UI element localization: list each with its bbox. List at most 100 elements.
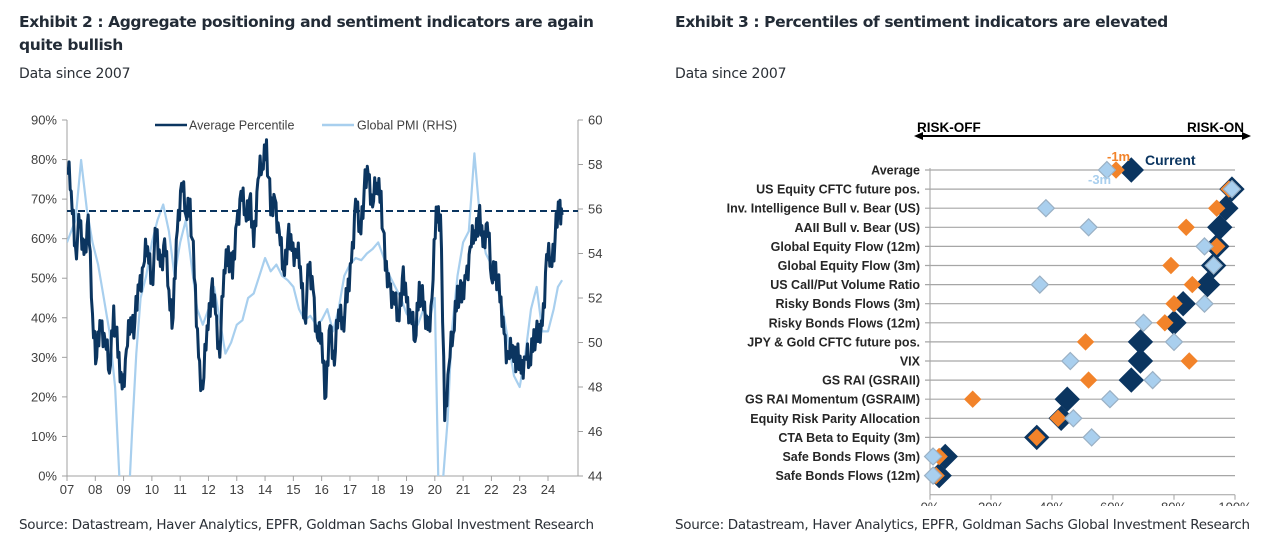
y-left-tick-label: 30% (31, 350, 57, 365)
minus-1m-marker (1156, 314, 1174, 332)
category-label: Average (871, 164, 920, 178)
category-label: VIX (900, 355, 921, 369)
minus-1m-marker (1207, 237, 1226, 256)
current-marker (1118, 157, 1145, 183)
category-label: GS RAI Momentum (GSRAIM) (745, 393, 920, 407)
exhibit-3-source: Source: Datastream, Haver Analytics, EPF… (675, 517, 1250, 533)
current-marker (1207, 214, 1233, 241)
y-right-tick-label: 50 (588, 335, 602, 350)
category-label: US Equity CFTC future pos. (756, 183, 920, 197)
x-tick-label: 23 (512, 482, 526, 497)
y-right-tick-label: 56 (588, 202, 602, 217)
x-tick-label: 14 (258, 482, 272, 497)
minus-1m-marker (1207, 199, 1226, 217)
y-left-tick-label: 70% (31, 192, 57, 207)
y-right-tick-label: 44 (588, 469, 602, 484)
category-label: JPY & Gold CFTC future pos. (747, 335, 920, 349)
minus-1m-marker (1028, 428, 1046, 447)
average-percentile-line (67, 138, 564, 423)
y-right-tick-label: 60 (588, 113, 602, 128)
minus-1m-marker (1183, 275, 1202, 294)
x-tick-label: 100% (1218, 500, 1252, 506)
category-label: Risky Bonds Flows (12m) (769, 316, 920, 330)
category-label: CTA Beta to Equity (3m) (778, 431, 920, 445)
category-label: Global Equity Flow (3m) (778, 259, 920, 273)
y-left-tick-label: 40% (31, 310, 57, 325)
x-tick-label: 12 (201, 482, 215, 497)
category-label: Safe Bonds Flows (3m) (782, 450, 920, 464)
minus-1m-marker (1079, 371, 1098, 389)
current-marker (1118, 367, 1145, 393)
minus-3m-marker (923, 447, 943, 466)
x-tick-label: 20% (978, 500, 1004, 506)
x-tick-label: 16 (314, 482, 328, 497)
exhibit-2-source: Source: Datastream, Haver Analytics, EPF… (19, 517, 594, 533)
minus-1m-marker (963, 390, 982, 408)
current-marker (1054, 386, 1080, 412)
exhibit-3-title: Exhibit 3 : Percentiles of sentiment ind… (675, 13, 1168, 31)
x-tick-label: 11 (173, 482, 187, 497)
annotation-minus-3m: -3m (1088, 172, 1111, 187)
exhibit-2-line-chart: 0% 10% 20% 30% 40% 50% 60% 70% 80% 90% 44 46 48 50 52 5… (31, 113, 603, 498)
risk-on-label: RISK-ON (1187, 120, 1244, 135)
x-tick-label: 60% (1100, 500, 1126, 506)
x-tick-label: 80% (1161, 500, 1187, 506)
minus-3m-marker (1082, 428, 1101, 447)
exhibit-2-panel: Exhibit 2 : Aggregate positioning and se… (19, 13, 603, 533)
x-tick-label: 17 (343, 482, 357, 497)
category-label: Safe Bonds Flows (12m) (776, 469, 920, 483)
legend-label-global-pmi: Global PMI (RHS) (357, 119, 457, 133)
exhibit-2-title: Exhibit 2 : Aggregate positioning and se… (19, 13, 594, 54)
plot-area (67, 138, 564, 476)
minus-3m-marker (1030, 275, 1050, 294)
minus-1m-marker (1076, 333, 1095, 351)
category-label: Inv. Intelligence Bull v. Bear (US) (727, 202, 920, 216)
x-tick-label: 13 (230, 482, 244, 497)
minus-3m-marker (1097, 160, 1117, 180)
exhibit-2-subtitle: Data since 2007 (19, 66, 131, 82)
y-right-tick-label: 48 (588, 380, 602, 395)
y-left-tick-label: 0% (38, 469, 57, 484)
x-tick-label: 20 (428, 482, 442, 497)
minus-3m-marker (1204, 256, 1223, 275)
minus-1m-marker (1180, 352, 1198, 370)
category-label: Risky Bonds Flows (3m) (776, 297, 920, 311)
y-left-tick-label: 20% (31, 389, 57, 404)
exhibit-3-dot-chart: RISK-OFF RISK-ON Average US Equity CFTC fut… (727, 120, 1252, 506)
minus-3m-marker (1134, 313, 1153, 333)
current-marker (1194, 271, 1221, 298)
minus-3m-marker (1164, 332, 1184, 352)
minus-1m-marker (1165, 294, 1183, 313)
minus-3m-marker (1064, 408, 1083, 428)
y-right-tick-label: 54 (588, 246, 602, 261)
y-left-tick-label: 90% (31, 113, 57, 128)
x-tick-label: 0% (921, 500, 940, 506)
minus-3m-marker (1100, 389, 1120, 409)
annotation-current: Current (1145, 152, 1196, 168)
exhibit-3-panel: Exhibit 3 : Percentiles of sentiment ind… (640, 0, 1280, 546)
x-tick-label: 08 (88, 482, 102, 497)
x-tick-label: 21 (456, 482, 470, 497)
category-label: US Call/Put Volume Ratio (770, 278, 920, 292)
x-tick-label: 09 (116, 482, 130, 497)
risk-off-arrowhead-icon (914, 132, 923, 140)
category-label: Equity Risk Parity Allocation (750, 412, 920, 426)
x-tick-label: 24 (541, 482, 555, 497)
x-tick-label: 22 (484, 482, 498, 497)
minus-3m-marker (1195, 237, 1214, 256)
current-marker (1127, 348, 1154, 374)
y-left-tick-label: 50% (31, 271, 57, 286)
exhibit-3-subtitle: Data since 2007 (675, 66, 787, 82)
annotation-minus-1m: -1m (1107, 149, 1130, 164)
category-label: AAII Bull v. Bear (US) (795, 221, 920, 235)
x-tick-label: 18 (371, 482, 385, 497)
risk-on-arrowhead-icon (1242, 132, 1251, 140)
risk-off-label: RISK-OFF (917, 120, 981, 135)
y-right-tick-label: 46 (588, 424, 602, 439)
minus-3m-marker (1036, 198, 1056, 218)
x-tick-label: 10 (145, 482, 159, 497)
x-tick-label: 07 (60, 482, 74, 497)
x-tick-label: 40% (1039, 500, 1065, 506)
y-right-tick-label: 52 (588, 291, 602, 306)
minus-3m-marker (923, 466, 943, 485)
